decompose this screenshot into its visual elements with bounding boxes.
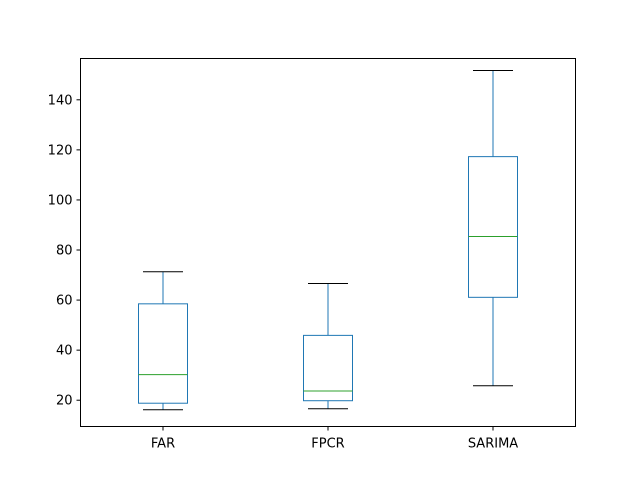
boxes-layer	[138, 70, 518, 411]
y-tick-label: 100	[48, 193, 73, 208]
box-fpcr	[303, 283, 353, 410]
box-far	[138, 271, 188, 411]
x-axis: FAR FPCR SARIMA	[151, 426, 518, 452]
x-tick-label: FAR	[151, 437, 175, 452]
iqr-box	[303, 334, 353, 402]
x-tick-label: SARIMA	[468, 437, 518, 452]
y-tick-label: 20	[56, 394, 73, 409]
box-sarima	[468, 70, 518, 387]
y-tick-label: 120	[48, 143, 73, 158]
y-tick-label: 40	[56, 344, 73, 359]
y-axis: 20 40 60 80 100 120 140	[48, 93, 81, 409]
iqr-box	[138, 303, 188, 404]
y-tick-label: 80	[56, 244, 73, 259]
x-tick-label: FPCR	[311, 437, 344, 452]
y-tick-label: 60	[56, 294, 73, 309]
plot-frame	[80, 58, 576, 427]
y-tick-label: 140	[48, 93, 73, 108]
iqr-box	[468, 156, 518, 298]
